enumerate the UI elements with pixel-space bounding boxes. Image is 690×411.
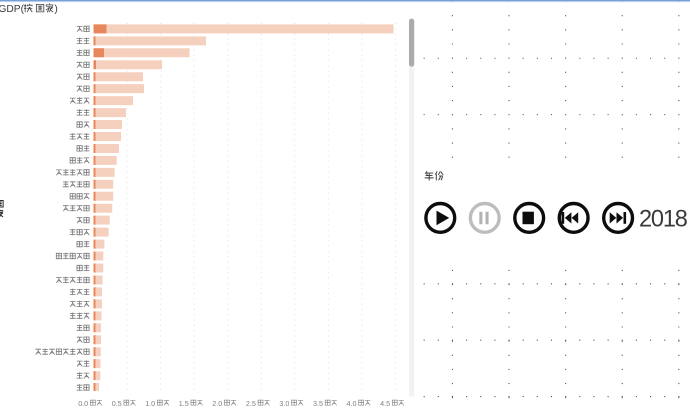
svg-text:0.0: 0.0 xyxy=(78,399,88,408)
svg-text:): ) xyxy=(54,4,57,15)
svg-text:2.0: 2.0 xyxy=(212,399,222,408)
svg-text:2.5: 2.5 xyxy=(246,399,256,408)
svg-text:4.0: 4.0 xyxy=(347,399,357,408)
svg-text:3.5: 3.5 xyxy=(313,399,323,408)
svg-text:3.0: 3.0 xyxy=(279,399,289,408)
svg-text:1.5: 1.5 xyxy=(179,399,189,408)
svg-text:0.5: 0.5 xyxy=(112,399,122,408)
svg-text:1.0: 1.0 xyxy=(145,399,155,408)
svg-text:2018: 2018 xyxy=(639,206,688,232)
svg-text:4.5: 4.5 xyxy=(380,399,390,408)
svg-text:GDP(: GDP( xyxy=(0,4,25,15)
